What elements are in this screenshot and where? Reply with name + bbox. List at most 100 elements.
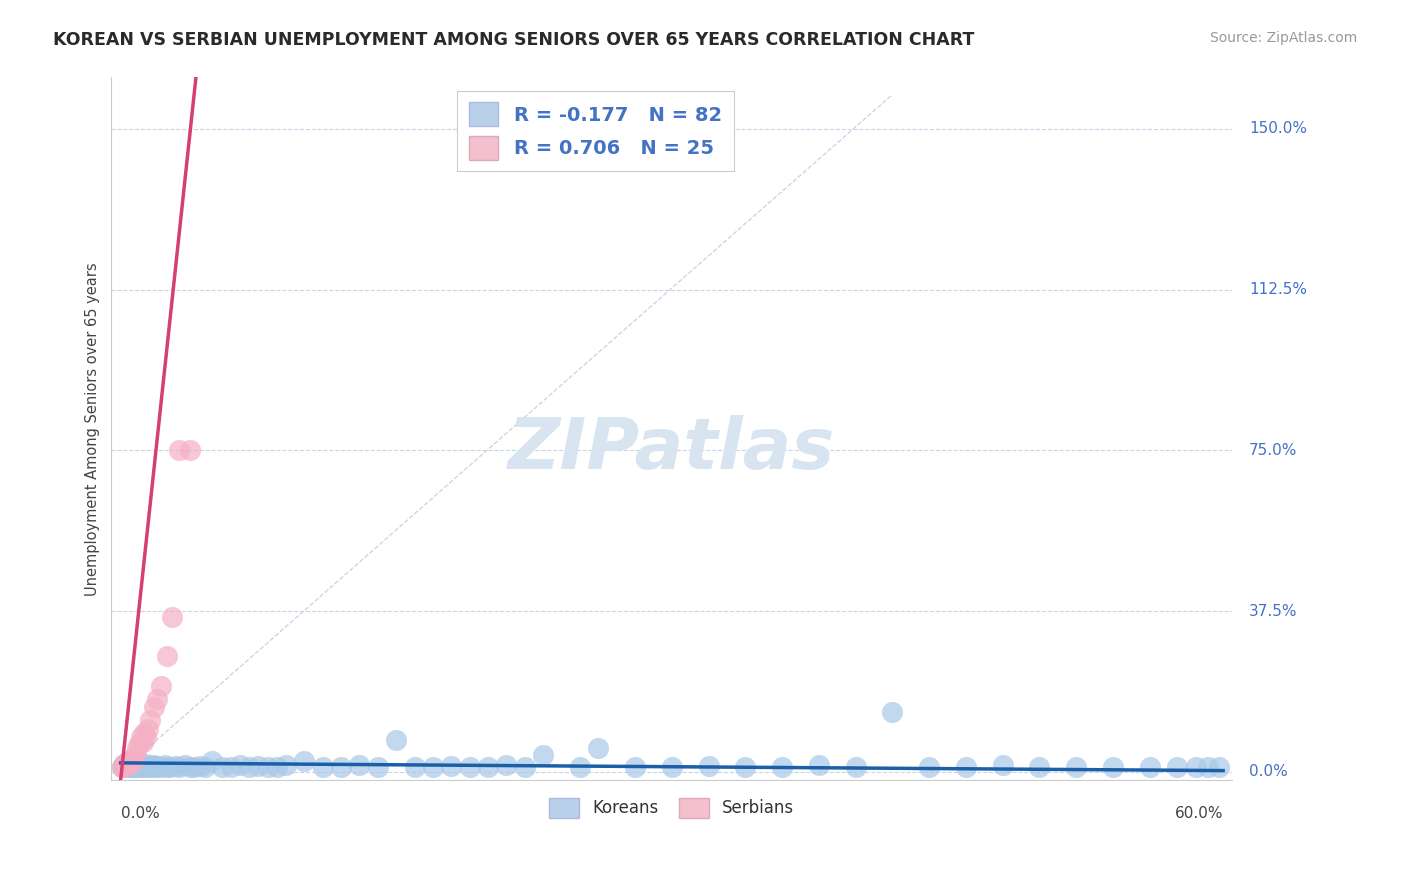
Point bbox=[112, 759, 135, 773]
Point bbox=[153, 758, 176, 772]
Point bbox=[131, 735, 153, 749]
Point bbox=[155, 760, 177, 774]
Point bbox=[111, 759, 134, 773]
Point bbox=[918, 760, 941, 774]
Point bbox=[139, 714, 162, 728]
Point bbox=[141, 759, 163, 773]
Point bbox=[146, 758, 169, 772]
Point bbox=[588, 741, 610, 756]
Point bbox=[531, 747, 554, 762]
Point bbox=[135, 731, 157, 745]
Point bbox=[734, 759, 756, 773]
Point bbox=[117, 757, 139, 772]
Point bbox=[991, 758, 1014, 772]
Point bbox=[169, 760, 191, 774]
Point bbox=[136, 760, 159, 774]
Text: 75.0%: 75.0% bbox=[1249, 442, 1298, 458]
Point bbox=[385, 732, 408, 747]
Point bbox=[118, 757, 141, 772]
Point bbox=[477, 760, 499, 774]
Point bbox=[136, 722, 159, 736]
Point bbox=[367, 760, 389, 774]
Point bbox=[135, 757, 157, 772]
Point bbox=[211, 760, 233, 774]
Legend: Koreans, Serbians: Koreans, Serbians bbox=[543, 791, 801, 825]
Point bbox=[121, 760, 143, 774]
Point bbox=[1166, 760, 1188, 774]
Text: KOREAN VS SERBIAN UNEMPLOYMENT AMONG SENIORS OVER 65 YEARS CORRELATION CHART: KOREAN VS SERBIAN UNEMPLOYMENT AMONG SEN… bbox=[53, 31, 974, 49]
Point bbox=[142, 757, 165, 772]
Point bbox=[349, 758, 371, 772]
Point bbox=[256, 759, 278, 773]
Point bbox=[807, 758, 830, 772]
Point bbox=[569, 760, 592, 774]
Point bbox=[266, 760, 288, 774]
Point bbox=[117, 754, 139, 768]
Point bbox=[150, 679, 173, 693]
Point bbox=[145, 760, 167, 774]
Point bbox=[1208, 760, 1230, 774]
Point bbox=[150, 759, 173, 773]
Point bbox=[122, 754, 145, 768]
Point bbox=[117, 759, 139, 773]
Point bbox=[458, 759, 481, 773]
Point bbox=[274, 758, 297, 772]
Point bbox=[115, 760, 138, 774]
Point bbox=[624, 759, 647, 773]
Point bbox=[247, 758, 270, 772]
Point bbox=[183, 760, 205, 774]
Point bbox=[128, 759, 150, 773]
Point bbox=[422, 760, 444, 774]
Text: 0.0%: 0.0% bbox=[1249, 764, 1288, 780]
Point bbox=[115, 758, 138, 772]
Point bbox=[128, 757, 150, 772]
Point bbox=[219, 759, 242, 773]
Point bbox=[121, 752, 143, 766]
Point bbox=[112, 757, 135, 772]
Point bbox=[661, 760, 683, 774]
Point bbox=[1064, 759, 1087, 773]
Point bbox=[117, 756, 139, 771]
Point bbox=[124, 747, 146, 762]
Point bbox=[139, 758, 162, 772]
Point bbox=[292, 754, 315, 768]
Point bbox=[155, 648, 177, 663]
Text: 37.5%: 37.5% bbox=[1249, 604, 1298, 618]
Point bbox=[179, 443, 201, 458]
Point bbox=[111, 760, 134, 774]
Point bbox=[188, 758, 211, 772]
Point bbox=[112, 758, 135, 772]
Point bbox=[121, 758, 143, 772]
Point bbox=[122, 759, 145, 773]
Point bbox=[128, 737, 150, 751]
Point bbox=[142, 700, 165, 714]
Point bbox=[112, 757, 135, 772]
Point bbox=[127, 758, 149, 772]
Text: Source: ZipAtlas.com: Source: ZipAtlas.com bbox=[1209, 31, 1357, 45]
Point bbox=[1197, 760, 1219, 774]
Point bbox=[312, 760, 335, 774]
Point bbox=[159, 759, 181, 773]
Point bbox=[882, 705, 904, 719]
Point bbox=[201, 754, 224, 768]
Point bbox=[1184, 760, 1206, 774]
Point bbox=[131, 758, 153, 772]
Point bbox=[124, 760, 146, 774]
Point bbox=[127, 741, 149, 756]
Point bbox=[165, 758, 187, 772]
Point bbox=[118, 757, 141, 772]
Point bbox=[229, 758, 252, 772]
Y-axis label: Unemployment Among Seniors over 65 years: Unemployment Among Seniors over 65 years bbox=[86, 262, 100, 596]
Text: 60.0%: 60.0% bbox=[1174, 806, 1223, 821]
Text: 0.0%: 0.0% bbox=[121, 806, 159, 821]
Point bbox=[129, 731, 152, 745]
Point bbox=[134, 726, 156, 740]
Point bbox=[160, 610, 183, 624]
Point bbox=[513, 759, 536, 773]
Point bbox=[955, 759, 977, 773]
Point bbox=[495, 758, 517, 772]
Point bbox=[169, 443, 191, 458]
Point bbox=[404, 759, 426, 773]
Point bbox=[845, 760, 868, 774]
Point bbox=[1028, 760, 1050, 774]
